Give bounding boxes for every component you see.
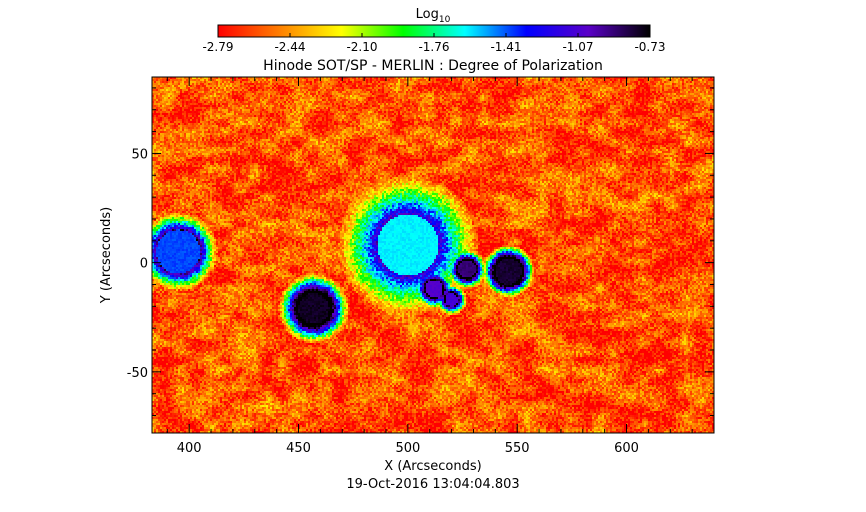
colorbar-tick-label: -1.76 xyxy=(418,40,449,54)
y-tick-label: -50 xyxy=(127,366,148,381)
colorbar-tick-label: -1.41 xyxy=(490,40,521,54)
y-tick-label: 0 xyxy=(140,257,148,272)
x-tick-label: 450 xyxy=(286,441,311,456)
x-tick-label: 550 xyxy=(505,441,530,456)
y-tick-label: 50 xyxy=(131,147,148,162)
x-tick-label: 600 xyxy=(614,441,639,456)
y-axis-label: Y (Arcseconds) xyxy=(99,207,114,304)
colorbar-tick-label: -1.07 xyxy=(562,40,593,54)
chart-title: Hinode SOT/SP - MERLIN : Degree of Polar… xyxy=(263,58,603,74)
colorbar-label: Log10 xyxy=(416,7,451,25)
x-tick-label: 500 xyxy=(395,441,420,456)
colorbar-ticks: -2.79 -2.44 -2.10 -1.76 -1.41 -1.07 -0.73 xyxy=(202,33,666,54)
x-axis-label: X (Arcseconds) xyxy=(384,459,481,474)
axis-ticks: 400 450 500 550 600 -50 0 50 xyxy=(127,77,715,456)
polarization-map xyxy=(152,77,714,433)
timestamp: 19-Oct-2016 13:04:04.803 xyxy=(346,477,519,492)
colorbar-tick-label: -2.10 xyxy=(346,40,377,54)
colorbar-tick-label: -2.79 xyxy=(202,40,233,54)
colorbar-tick-label: -2.44 xyxy=(274,40,305,54)
x-tick-label: 400 xyxy=(177,441,202,456)
colorbar-tick-label: -0.73 xyxy=(634,40,665,54)
plot-frame xyxy=(151,76,715,434)
